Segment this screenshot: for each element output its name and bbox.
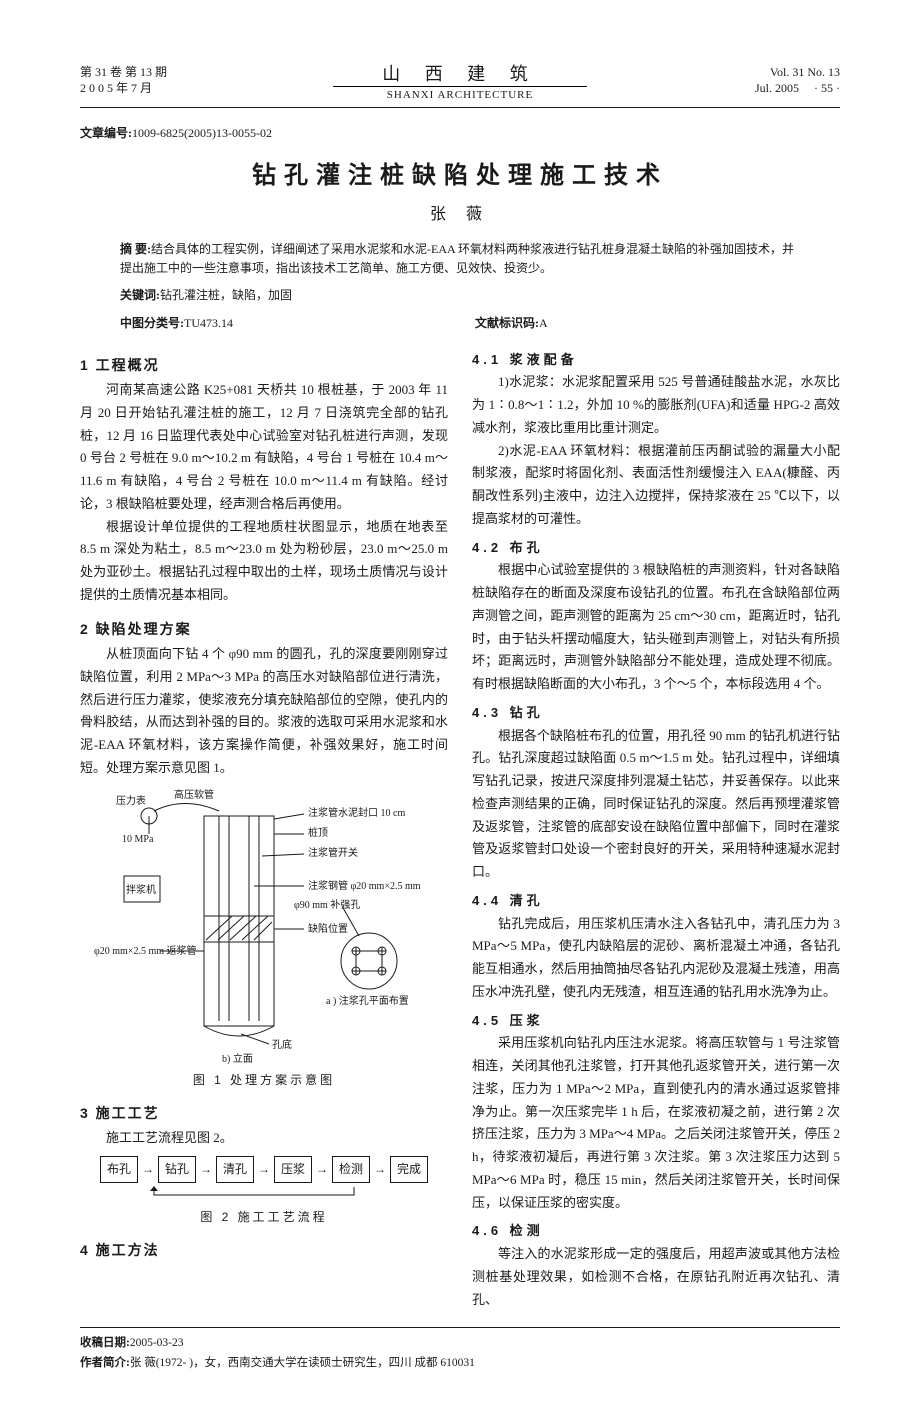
fig1-label-hole: 孔底 <box>272 1038 292 1051</box>
received-date-label: 收稿日期: <box>80 1337 130 1349</box>
figure-2-flowchart: 布孔 → 钻孔 → 清孔 → 压浆 → 检测 → 完成 <box>80 1156 448 1183</box>
pub-date-cn: 2 0 0 5 年 7 月 <box>80 81 333 97</box>
clc-label: 中图分类号: <box>120 316 184 330</box>
arrow-icon: → <box>200 1159 212 1180</box>
doc-code-label: 文献标识码: <box>475 316 539 330</box>
section-4-5-para-1: 采用压浆机向钻孔内压注水泥浆。将高压软管与 1 号注浆管相连，关闭其他孔注浆管，… <box>472 1032 840 1214</box>
abstract-label: 摘 要: <box>120 242 151 256</box>
section-1-heading: 1 工程概况 <box>80 353 448 378</box>
figure-2-caption: 图 2 施工工艺流程 <box>80 1207 448 1228</box>
flow-step-5: 检测 <box>332 1156 370 1183</box>
header-left: 第 31 卷 第 13 期 2 0 0 5 年 7 月 <box>80 65 333 96</box>
arrow-icon: → <box>316 1159 328 1180</box>
section-2-heading: 2 缺陷处理方案 <box>80 617 448 642</box>
abstract-text: 结合具体的工程实例，详细阐述了采用水泥浆和水泥-EAA 环氧材料两种浆液进行钻孔… <box>120 242 794 275</box>
section-4-heading: 4 施工方法 <box>80 1238 448 1263</box>
fig1-label-pressure-gauge: 压力表 <box>116 794 146 807</box>
section-4-1-heading: 4.1 浆液配备 <box>472 349 840 372</box>
author-bio: 张 薇(1972- )，女，西南交通大学在读硕士研究生，四川 成都 610031 <box>130 1357 475 1369</box>
page-number: · 55 · <box>814 81 840 95</box>
flow-step-1: 布孔 <box>100 1156 138 1183</box>
volume-issue-en: Vol. 31 No. 13 <box>587 65 840 81</box>
flow-step-6: 完成 <box>390 1156 428 1183</box>
section-4-5-heading: 4.5 压浆 <box>472 1010 840 1033</box>
author-bio-label: 作者简介: <box>80 1357 130 1369</box>
section-4-6-para-1: 等注入的水泥浆形成一定的强度后，用超声波或其他方法检测桩基处理效果，如检测不合格… <box>472 1243 840 1311</box>
article-number-line: 文章编号:1009-6825(2005)13-0055-02 <box>80 124 840 141</box>
meta-row: 中图分类号:TU473.14 文献标识码:A <box>120 314 800 331</box>
running-header: 第 31 卷 第 13 期 2 0 0 5 年 7 月 山 西 建 筑 SHAN… <box>80 60 840 101</box>
fig1-label-inj-switch: 注浆管开关 <box>308 846 358 859</box>
doc-code-text: A <box>539 316 548 330</box>
keywords-label: 关键词: <box>120 288 160 302</box>
fig1-label-pressure-val: 10 MPa <box>122 834 154 845</box>
fig1-label-hp-hose: 高压软管 <box>174 788 214 801</box>
fig1-label-steel-pipe: 注浆钢管 φ20 mm×2.5 mm <box>308 879 421 892</box>
received-date: 2005-03-23 <box>130 1337 184 1349</box>
paper-title: 钻孔灌注桩缺陷处理施工技术 <box>80 155 840 190</box>
header-right: Vol. 31 No. 13 Jul. 2005 · 55 · <box>587 65 840 96</box>
header-rule <box>80 107 840 108</box>
keywords-block: 关键词:钻孔灌注桩，缺陷，加固 <box>120 286 800 305</box>
figure-1-caption: 图 1 处理方案示意图 <box>80 1070 448 1091</box>
fig1-label-defect: 缺陷位置 <box>308 922 348 935</box>
flow-step-3: 清孔 <box>216 1156 254 1183</box>
section-4-3-para-1: 根据各个缺陷桩布孔的位置，用孔径 90 mm 的钻孔机进行钻孔。钻孔深度超过缺陷… <box>472 725 840 884</box>
journal-name-cn: 山 西 建 筑 <box>333 60 586 86</box>
article-number-label: 文章编号: <box>80 126 132 140</box>
section-1-para-2: 根据设计单位提供的工程地质柱状图显示，地质在地表至 8.5 m 深处为粘土，8.… <box>80 516 448 607</box>
section-4-1-para-2: 2)水泥-EAA 环氧材料：根据灌前压丙酮试验的漏量大小配制浆液，配浆时将固化剂… <box>472 440 840 531</box>
fig1-section-caption: b) 立面 <box>222 1052 253 1065</box>
arrow-icon: → <box>258 1159 270 1180</box>
section-4-1-para-1: 1)水泥浆：水泥浆配置采用 525 号普通硅酸盐水泥，水灰比为 1∶0.8～1∶… <box>472 371 840 439</box>
section-4-6-heading: 4.6 检测 <box>472 1220 840 1243</box>
body-columns: 1 工程概况 河南某高速公路 K25+081 天桥共 10 根桩基，于 2003… <box>80 343 840 1312</box>
arrow-icon: → <box>374 1159 386 1180</box>
paper-author: 张 薇 <box>80 200 840 224</box>
flow-step-2: 钻孔 <box>158 1156 196 1183</box>
right-column: 4.1 浆液配备 1)水泥浆：水泥浆配置采用 525 号普通硅酸盐水泥，水灰比为… <box>472 343 840 1312</box>
section-4-2-para-1: 根据中心试验室提供的 3 根缺陷桩的声测资料，针对各缺陷桩缺陷存在的断面及深度布… <box>472 559 840 696</box>
section-4-4-para-1: 钻孔完成后，用压浆机压清水注入各钻孔中，清孔压力为 3 MPa～5 MPa，使孔… <box>472 913 840 1004</box>
page: 第 31 卷 第 13 期 2 0 0 5 年 7 月 山 西 建 筑 SHAN… <box>0 0 920 1413</box>
fig1-label-return-pipe: φ20 mm×2.5 mm 返浆管 <box>94 944 197 957</box>
fig1-label-reinforce: φ90 mm 补强孔 <box>294 898 360 911</box>
arrow-icon: → <box>142 1159 154 1180</box>
section-3-heading: 3 施工工艺 <box>80 1101 448 1126</box>
journal-name: 山 西 建 筑 SHANXI ARCHITECTURE <box>333 60 586 101</box>
fig1-plan-caption: a ) 注浆孔平面布置 <box>326 994 409 1007</box>
volume-issue: 第 31 卷 第 13 期 <box>80 65 333 81</box>
section-4-2-heading: 4.2 布孔 <box>472 537 840 560</box>
section-4-4-heading: 4.4 清孔 <box>472 890 840 913</box>
section-4-3-heading: 4.3 钻孔 <box>472 702 840 725</box>
fig1-label-mixer: 拌浆机 <box>126 883 156 896</box>
section-2-para-1: 从桩顶面向下钻 4 个 φ90 mm 的圆孔，孔的深度要刚刚穿过缺陷位置，利用 … <box>80 643 448 780</box>
section-1-para-1: 河南某高速公路 K25+081 天桥共 10 根桩基，于 2003 年 11 月… <box>80 379 448 516</box>
keywords-text: 钻孔灌注桩，缺陷，加固 <box>160 288 292 302</box>
footer: 收稿日期:2005-03-23 作者简介:张 薇(1972- )，女，西南交通大… <box>80 1327 840 1373</box>
flow-step-4: 压浆 <box>274 1156 312 1183</box>
abstract-block: 摘 要:结合具体的工程实例，详细阐述了采用水泥浆和水泥-EAA 环氧材料两种浆液… <box>120 240 800 278</box>
journal-name-en: SHANXI ARCHITECTURE <box>333 86 586 101</box>
figure-1-diagram: 压力表 高压软管 10 MPa 注浆管水泥封口 10 cm 桩顶 注浆管开关 拌… <box>94 786 434 1066</box>
left-column: 1 工程概况 河南某高速公路 K25+081 天桥共 10 根桩基，于 2003… <box>80 343 448 1312</box>
section-3-para-1: 施工工艺流程见图 2。 <box>80 1127 448 1150</box>
clc-text: TU473.14 <box>184 316 233 330</box>
pub-date-en: Jul. 2005 <box>755 81 799 95</box>
article-number: 1009-6825(2005)13-0055-02 <box>132 126 272 140</box>
flow-return-arrow <box>80 1185 448 1203</box>
fig1-label-clay-pipe: 注浆管水泥封口 10 cm <box>308 806 405 819</box>
fig1-label-pile-top: 桩顶 <box>308 826 328 839</box>
